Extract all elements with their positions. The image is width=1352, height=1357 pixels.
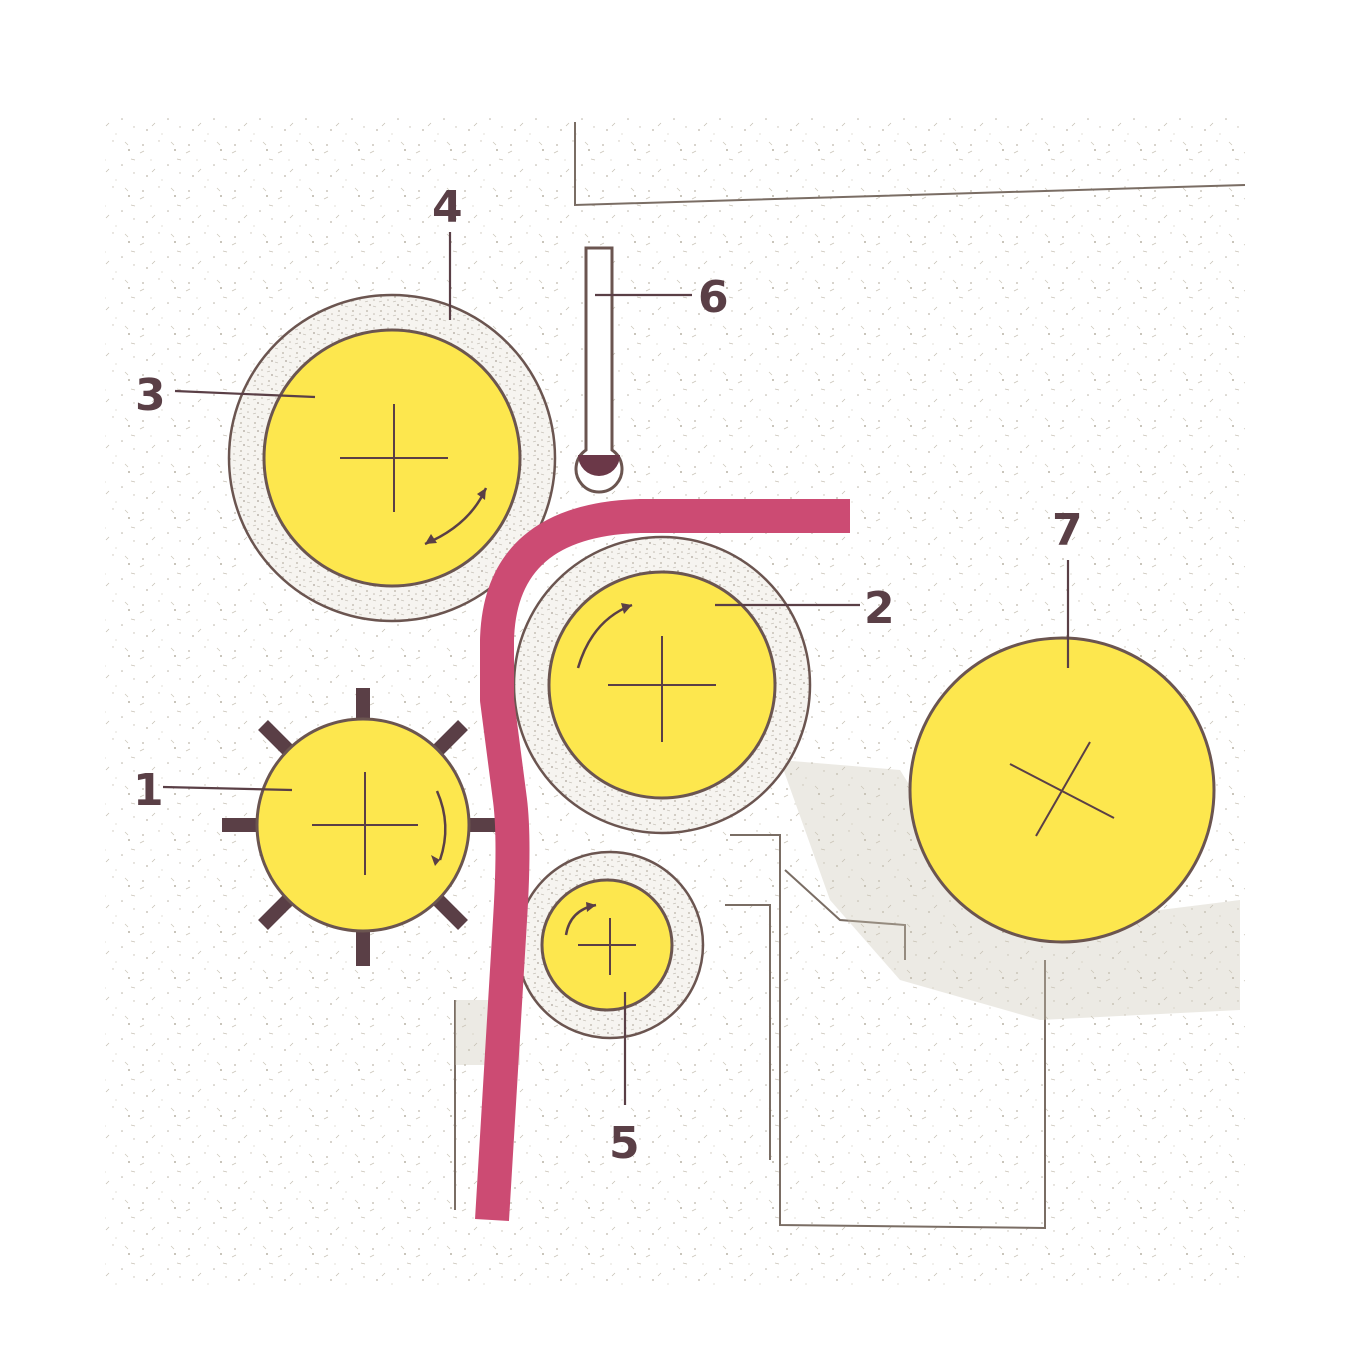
roller-5 (515, 850, 705, 1040)
thermometer-6 (574, 246, 624, 494)
label-7: 7 (1052, 505, 1083, 556)
machine-frame (454, 122, 1246, 1230)
roller-1-rotation-arrow (435, 790, 447, 861)
thermometer-6-bulb (578, 455, 620, 476)
roller-5-center-cross (578, 918, 636, 975)
leader-lines (162, 232, 1070, 1105)
roller-2-center-cross (608, 636, 716, 742)
label-5: 5 (609, 1118, 640, 1169)
roller-1 (222, 688, 500, 966)
label-3: 3 (135, 370, 166, 421)
labels: 3 4 6 2 7 1 5 (133, 182, 1083, 1169)
roller-2 (512, 535, 812, 835)
roller-7 (908, 636, 1216, 944)
roller-1-center-cross (312, 772, 418, 875)
label-2: 2 (864, 583, 895, 634)
label-6: 6 (698, 272, 729, 323)
label-4: 4 (432, 182, 463, 233)
label-1: 1 (133, 765, 164, 816)
roller-1-teeth (222, 688, 500, 966)
roller-7-center-x (1009, 741, 1115, 837)
web-strip (475, 499, 850, 1222)
roller-3 (227, 293, 557, 623)
roller-3-center-cross (340, 404, 448, 512)
